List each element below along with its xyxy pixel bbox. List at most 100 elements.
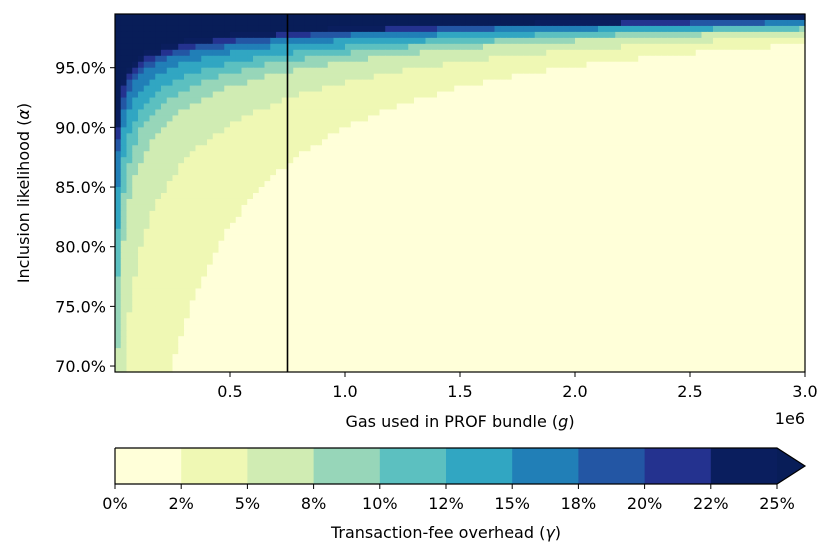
heatmap-cell — [339, 115, 346, 122]
heatmap-cell — [465, 49, 473, 57]
heatmap-cell — [132, 187, 139, 194]
heatmap-cell — [626, 151, 634, 158]
heatmap-cell — [741, 19, 749, 27]
heatmap-cell — [753, 61, 760, 69]
heatmap-cell — [684, 163, 691, 170]
heatmap-cell — [598, 43, 605, 51]
heatmap-cell — [649, 216, 657, 224]
heatmap-cell — [230, 198, 237, 206]
heatmap-cell — [592, 216, 599, 224]
heatmap-cell — [264, 240, 271, 248]
heatmap-cell — [454, 204, 461, 212]
heatmap-cell — [356, 31, 363, 39]
heatmap-cell — [385, 97, 392, 105]
heatmap-cell — [787, 37, 795, 45]
heatmap-cell — [770, 151, 777, 158]
heatmap-cell — [471, 258, 478, 266]
heatmap-cell — [425, 61, 432, 69]
heatmap-cell — [195, 169, 202, 176]
heatmap-cell — [218, 49, 225, 57]
heatmap-cell — [235, 151, 243, 158]
heatmap-cell — [465, 187, 473, 194]
heatmap-cell — [155, 198, 162, 206]
heatmap-cell — [264, 49, 271, 57]
heatmap-cell — [189, 187, 197, 194]
heatmap-cell — [304, 109, 312, 117]
heatmap-cell — [500, 25, 507, 33]
heatmap-cell — [287, 115, 294, 122]
heatmap-cell — [408, 19, 415, 27]
heatmap-cell — [235, 109, 243, 117]
heatmap-cell — [241, 43, 248, 51]
heatmap-cell — [759, 49, 766, 57]
heatmap-cell — [747, 222, 754, 230]
heatmap-cell — [713, 115, 720, 122]
heatmap-cell — [770, 240, 777, 248]
heatmap-cell — [293, 210, 300, 218]
heatmap-cell — [253, 222, 260, 230]
heatmap-cell — [264, 31, 271, 39]
heatmap-cell — [270, 14, 277, 21]
heatmap-cell — [713, 210, 720, 218]
heatmap-cell — [391, 97, 398, 105]
heatmap-cell — [718, 79, 726, 87]
heatmap-cell — [155, 103, 162, 111]
heatmap-cell — [626, 109, 634, 117]
heatmap-cell — [356, 258, 363, 266]
heatmap-cell — [419, 175, 427, 182]
heatmap-cell — [281, 25, 289, 33]
heatmap-cell — [546, 175, 553, 182]
heatmap-cell — [793, 73, 800, 81]
heatmap-cell — [431, 49, 438, 57]
heatmap-cell — [333, 258, 340, 266]
heatmap-cell — [414, 109, 421, 117]
heatmap-cell — [373, 37, 381, 45]
heatmap-cell — [799, 163, 806, 170]
heatmap-cell — [120, 169, 128, 176]
heatmap-cell — [385, 115, 392, 122]
heatmap-cell — [741, 109, 749, 117]
heatmap-cell — [241, 216, 248, 224]
heatmap-cell — [511, 193, 519, 200]
heatmap-cell — [155, 85, 162, 93]
heatmap-cell — [500, 14, 507, 21]
heatmap-cell — [287, 187, 294, 194]
heatmap-cell — [396, 103, 404, 111]
heatmap-cell — [695, 175, 703, 182]
heatmap-cell — [701, 61, 708, 69]
heatmap-cell — [483, 103, 490, 111]
heatmap-cell — [281, 187, 289, 194]
heatmap-cell — [488, 97, 496, 105]
heatmap-cell — [149, 228, 156, 236]
heatmap-cell — [465, 228, 473, 236]
heatmap-cell — [258, 163, 266, 170]
heatmap-cell — [437, 91, 444, 99]
heatmap-cell — [316, 252, 323, 260]
heatmap-cell — [621, 67, 628, 75]
heatmap-cell — [120, 240, 128, 248]
heatmap-cell — [529, 204, 536, 212]
heatmap-cell — [166, 31, 174, 39]
heatmap-cell — [494, 169, 501, 176]
heatmap-cell — [178, 246, 185, 254]
heatmap-cell — [391, 43, 398, 51]
heatmap-cell — [126, 127, 133, 134]
heatmap-cell — [661, 157, 668, 164]
heatmap-cell — [483, 14, 490, 21]
heatmap-cell — [546, 163, 553, 170]
heatmap-cell — [442, 198, 450, 206]
heatmap-cell — [247, 19, 254, 27]
heatmap-cell — [529, 103, 536, 111]
heatmap-cell — [454, 79, 461, 87]
heatmap-cell — [523, 151, 530, 158]
heatmap-cell — [477, 145, 484, 152]
heatmap-cell — [672, 193, 680, 200]
heatmap-cell — [678, 133, 685, 140]
heatmap-cell — [718, 157, 726, 164]
heatmap-cell — [195, 246, 202, 254]
heatmap-cell — [638, 240, 645, 248]
heatmap-cell — [379, 175, 386, 182]
heatmap-cell — [310, 133, 317, 140]
heatmap-cell — [695, 181, 703, 188]
heatmap-cell — [287, 151, 294, 158]
